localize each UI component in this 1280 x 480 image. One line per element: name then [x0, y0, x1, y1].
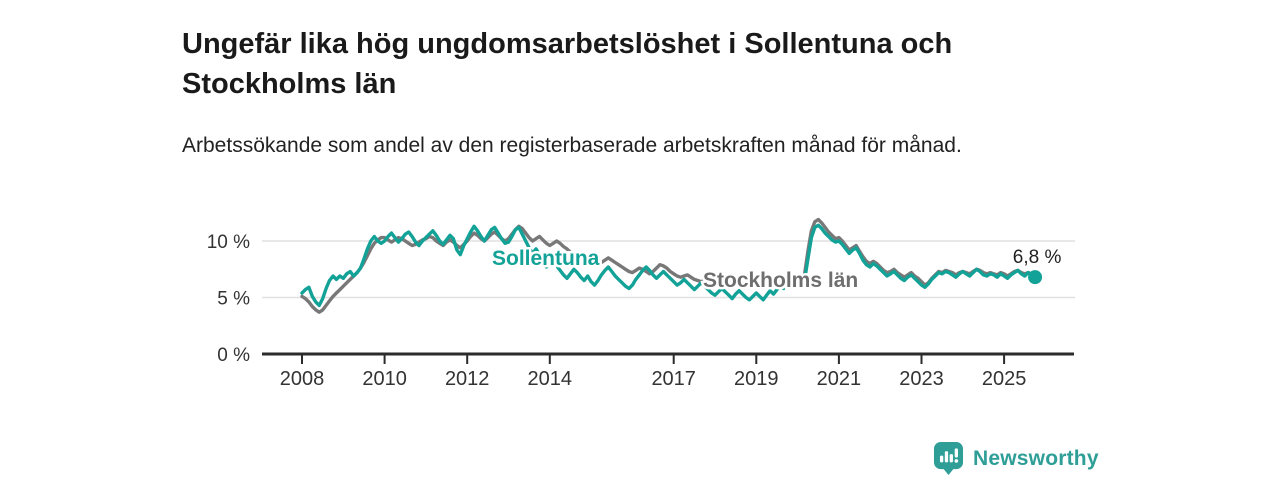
- series-stockholms-lan-line: [300, 217, 1037, 314]
- x-tick-label: 2017: [651, 368, 696, 390]
- newsworthy-bubble-chart-icon: [933, 442, 964, 475]
- y-tick-label: 10 %: [207, 232, 250, 253]
- chart-title: Ungefär lika hög ungdomsarbetslöshet i S…: [182, 28, 953, 100]
- chart-subtitle: Arbetssökande som andel av den registerb…: [182, 134, 962, 157]
- x-tick-label: 2014: [528, 368, 573, 390]
- x-tick-label: 2023: [899, 368, 944, 390]
- x-tick-label: 2008: [280, 368, 325, 390]
- y-tick-label: 5 %: [217, 289, 250, 310]
- newsworthy-logo: Newsworthy: [933, 441, 1099, 476]
- newsworthy-logo-text: Newsworthy: [973, 446, 1099, 470]
- line-chart-svg: 2008 2010 2012 2014 2017 2019 2021 2023 2025 0 % 5…: [207, 217, 1075, 390]
- x-tick-label: 2019: [734, 368, 779, 390]
- line-chart: 2008 2010 2012 2014 2017 2019 2021 2023 2025 0 % 5…: [180, 195, 1100, 400]
- last-value-label: 6,8 %: [1013, 247, 1062, 268]
- series-label-stockholms-lan: Stockholms län: [703, 269, 858, 292]
- last-value-dot: [1028, 270, 1043, 285]
- x-tick-label: 2010: [362, 368, 407, 390]
- x-tick-label: 2012: [445, 368, 490, 390]
- series-label-sollentuna: Sollentuna: [492, 247, 600, 270]
- series-sollentuna-line: [300, 223, 1037, 308]
- x-tick-label: 2021: [817, 368, 862, 390]
- y-tick-label: 0 %: [217, 345, 250, 366]
- x-tick-label: 2025: [982, 368, 1027, 390]
